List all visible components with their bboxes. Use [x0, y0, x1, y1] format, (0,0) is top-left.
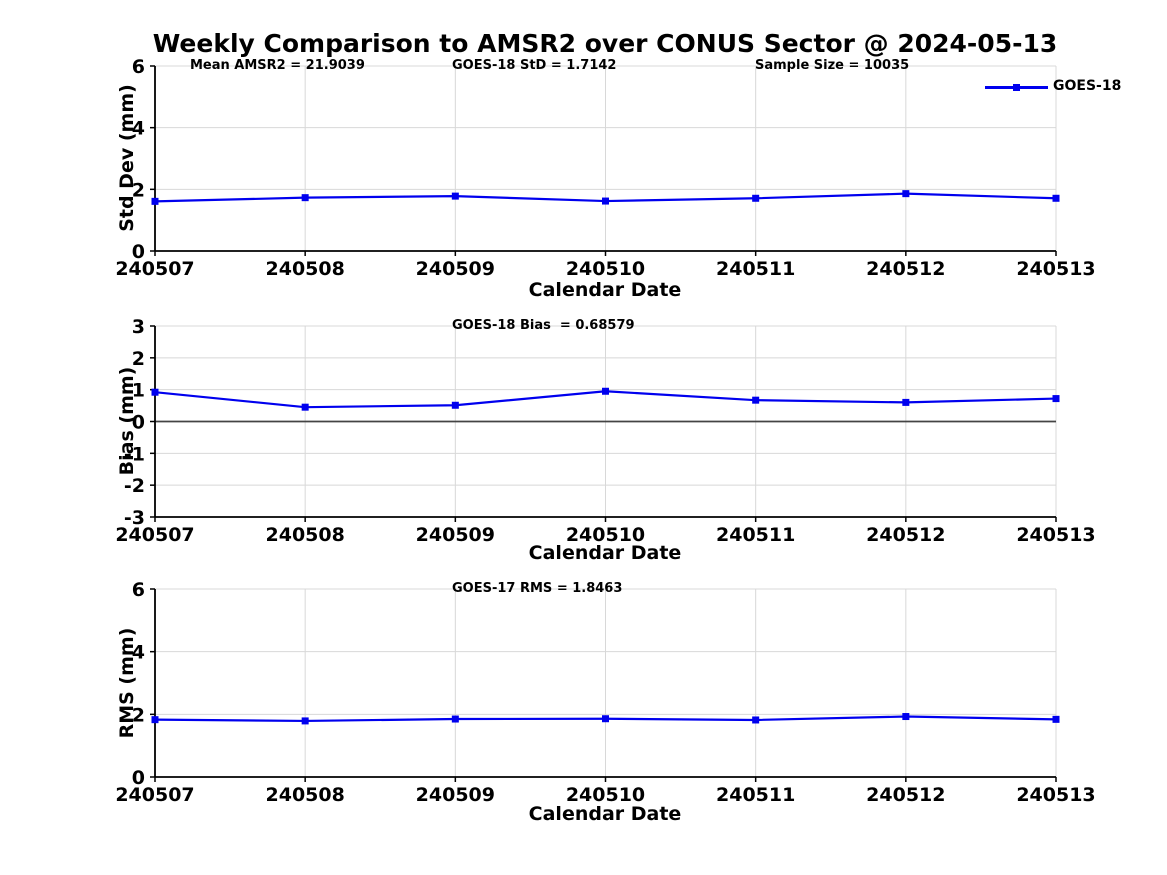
legend-line-sample [985, 84, 1048, 91]
stddev-x-axis-label: Calendar Date [528, 279, 682, 301]
rms-marker [301, 717, 309, 725]
rms-marker [1052, 715, 1060, 723]
x-tick-label: 240511 [716, 524, 795, 546]
y-tick-label: 0 [132, 767, 145, 789]
y-tick-label: -3 [124, 507, 145, 529]
std_dev-marker [752, 194, 760, 202]
bias-marker [151, 388, 159, 396]
y-tick-label: 4 [132, 118, 145, 140]
y-tick-label: -1 [124, 443, 145, 465]
legend-label: GOES-18 [1053, 78, 1122, 94]
bias-marker [451, 401, 459, 409]
x-tick-label: 240509 [416, 784, 495, 806]
y-tick-label: 3 [132, 316, 145, 338]
y-tick-label: 2 [132, 704, 145, 726]
figure-title: Weekly Comparison to AMSR2 over CONUS Se… [152, 29, 1058, 58]
annotation-sample-size: Sample Size = 10035 [755, 58, 910, 73]
bias-y-axis-label: Bias (mm) [116, 366, 138, 476]
std_dev-marker [902, 190, 910, 198]
x-tick-label: 240513 [1016, 524, 1095, 546]
annotation-goes17-rms: GOES-17 RMS = 1.8463 [452, 581, 623, 596]
bias-marker [602, 387, 609, 395]
y-tick-label: 0 [132, 412, 145, 434]
y-tick-label: 6 [132, 56, 145, 78]
x-tick-label: 240513 [1016, 784, 1095, 806]
rms-marker [602, 715, 609, 723]
legend-square-marker-icon [1013, 84, 1020, 91]
x-tick-label: 240510 [566, 258, 645, 280]
x-tick-label: 240507 [115, 524, 194, 546]
x-tick-label: 240509 [416, 524, 495, 546]
std_dev-marker [602, 197, 609, 205]
rms-marker [151, 716, 159, 724]
stddev-y-axis-label: Std Dev (mm) [116, 84, 138, 232]
rms-marker [451, 715, 459, 723]
bias-marker [301, 403, 309, 411]
rms-marker [902, 713, 910, 721]
x-tick-label: 240510 [566, 784, 645, 806]
x-tick-label: 240512 [866, 784, 945, 806]
bias-marker [1052, 395, 1060, 403]
annotation-goes18-bias: GOES-18 Bias = 0.68579 [452, 318, 635, 333]
x-tick-label: 240507 [115, 258, 194, 280]
x-tick-label: 240507 [115, 784, 194, 806]
x-tick-label: 240508 [266, 524, 345, 546]
x-tick-label: 240508 [266, 258, 345, 280]
y-tick-label: -2 [124, 475, 145, 497]
x-tick-label: 240508 [266, 784, 345, 806]
annotation-mean-amsr2: Mean AMSR2 = 21.9039 [190, 58, 365, 73]
rms-y-axis-label: RMS (mm) [116, 627, 138, 739]
y-tick-label: 4 [132, 642, 145, 664]
x-tick-label: 240511 [716, 258, 795, 280]
x-tick-label: 240513 [1016, 258, 1095, 280]
bias-x-axis-label: Calendar Date [528, 542, 682, 564]
rms-x-axis-label: Calendar Date [528, 803, 682, 825]
x-tick-label: 240512 [866, 258, 945, 280]
annotation-goes18-std: GOES-18 StD = 1.7142 [452, 58, 617, 73]
std_dev-marker [1052, 194, 1060, 202]
std_dev-marker [301, 194, 309, 202]
y-tick-label: 2 [132, 348, 145, 370]
x-tick-label: 240509 [416, 258, 495, 280]
y-tick-label: 6 [132, 579, 145, 601]
y-tick-label: 0 [132, 241, 145, 263]
x-tick-label: 240510 [566, 524, 645, 546]
rms-marker [752, 716, 760, 724]
bias-marker [902, 398, 910, 406]
bias-marker [752, 396, 760, 404]
y-tick-label: 2 [132, 179, 145, 201]
std_dev-marker [151, 197, 159, 205]
y-tick-label: 1 [132, 380, 145, 402]
x-tick-label: 240512 [866, 524, 945, 546]
x-tick-label: 240511 [716, 784, 795, 806]
std_dev-marker [451, 192, 459, 200]
